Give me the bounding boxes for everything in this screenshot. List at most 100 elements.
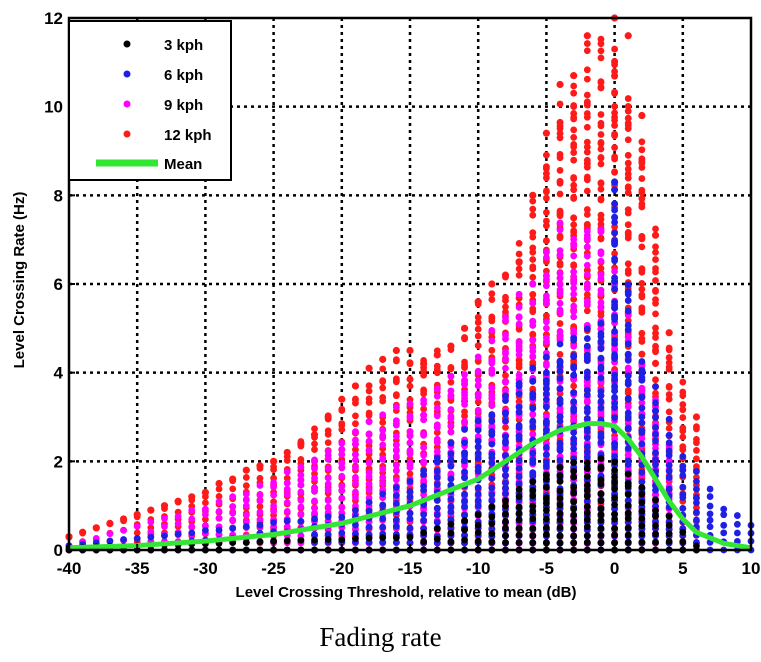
scatter-point — [324, 448, 332, 455]
scatter-point — [365, 486, 373, 494]
scatter-point — [638, 530, 646, 538]
scatter-point — [433, 448, 441, 455]
scatter-point — [624, 333, 632, 341]
scatter-point — [624, 356, 632, 364]
scatter-point — [515, 509, 523, 517]
scatter-point — [583, 523, 591, 531]
scatter-point — [665, 359, 673, 367]
scatter-point — [311, 515, 318, 523]
scatter-point — [242, 539, 250, 546]
scatter-point — [256, 503, 264, 510]
scatter-point — [474, 443, 482, 451]
scatter-point — [570, 404, 578, 412]
scatter-point — [556, 226, 564, 234]
scatter-point — [392, 452, 400, 460]
scatter-point — [543, 494, 550, 502]
scatter-point — [365, 364, 373, 372]
scatter-point — [638, 499, 646, 507]
scatter-point — [638, 522, 646, 530]
scatter-point — [447, 378, 455, 386]
scatter-point — [433, 504, 441, 512]
scatter-point — [597, 83, 605, 91]
scatter-point — [529, 191, 537, 199]
scatter-point — [242, 502, 250, 510]
scatter-point — [161, 532, 168, 540]
scatter-point — [611, 130, 618, 138]
scatter-point — [351, 382, 360, 390]
scatter-point — [611, 515, 618, 523]
scatter-point — [665, 391, 673, 398]
scatter-point — [611, 524, 618, 532]
scatter-point — [392, 417, 400, 425]
scatter-point — [461, 439, 468, 447]
scatter-point — [611, 458, 618, 466]
scatter-point — [638, 427, 646, 435]
scatter-point — [611, 501, 618, 509]
scatter-point — [583, 123, 591, 131]
scatter-point — [679, 406, 687, 414]
scatter-point — [502, 433, 509, 440]
scatter-point — [624, 515, 632, 522]
scatter-point — [706, 516, 714, 524]
scatter-point — [570, 268, 578, 276]
scatter-point — [652, 437, 659, 445]
scatter-point — [583, 425, 591, 433]
scatter-point — [665, 467, 673, 475]
scatter-point — [665, 457, 673, 464]
scatter-point — [352, 451, 359, 459]
scatter-point — [201, 488, 209, 496]
x-axis-label: Level Crossing Threshold, relative to me… — [236, 584, 577, 601]
scatter-point — [529, 305, 537, 313]
scatter-point — [324, 497, 332, 504]
scatter-point — [611, 440, 618, 447]
scatter-point — [543, 396, 550, 404]
scatter-point — [570, 416, 578, 424]
scatter-point — [502, 518, 509, 525]
scatter-point — [447, 538, 455, 546]
scatter-point — [229, 509, 237, 517]
scatter-point — [543, 324, 550, 332]
scatter-point — [338, 405, 346, 413]
scatter-point — [515, 464, 523, 472]
scatter-point — [488, 525, 496, 533]
scatter-point — [611, 479, 618, 487]
scatter-point — [324, 480, 332, 488]
scatter-point — [529, 502, 537, 510]
scatter-point — [392, 447, 400, 455]
scatter-point — [624, 372, 632, 380]
scatter-point — [665, 461, 673, 469]
scatter-point — [379, 534, 387, 541]
scatter-point — [174, 530, 182, 538]
scatter-point — [420, 477, 428, 485]
scatter-point — [556, 100, 564, 108]
scatter-point — [624, 266, 632, 274]
scatter-point — [652, 456, 659, 463]
scatter-point — [720, 529, 728, 537]
scatter-point — [215, 479, 223, 488]
scatter-point — [188, 506, 196, 514]
scatter-point — [556, 524, 564, 531]
scatter-point — [256, 508, 264, 516]
scatter-point — [461, 417, 468, 425]
scatter-point — [324, 439, 332, 447]
scatter-point — [406, 375, 414, 383]
scatter-point — [583, 386, 591, 394]
scatter-point — [474, 325, 482, 333]
scatter-point — [283, 523, 291, 531]
scatter-point — [379, 377, 387, 384]
scatter-point — [529, 390, 537, 398]
scatter-point — [392, 403, 400, 411]
scatter-point — [488, 417, 496, 425]
scatter-point — [92, 524, 100, 532]
scatter-point — [583, 415, 591, 423]
scatter-point — [543, 170, 550, 178]
scatter-point — [583, 509, 591, 517]
scatter-point — [474, 455, 482, 462]
scatter-point — [474, 502, 482, 510]
scatter-point — [379, 365, 387, 373]
scatter-point — [406, 470, 414, 478]
scatter-point — [679, 378, 687, 386]
scatter-point — [638, 195, 646, 203]
scatter-point — [379, 454, 387, 462]
scatter-point — [570, 539, 578, 547]
